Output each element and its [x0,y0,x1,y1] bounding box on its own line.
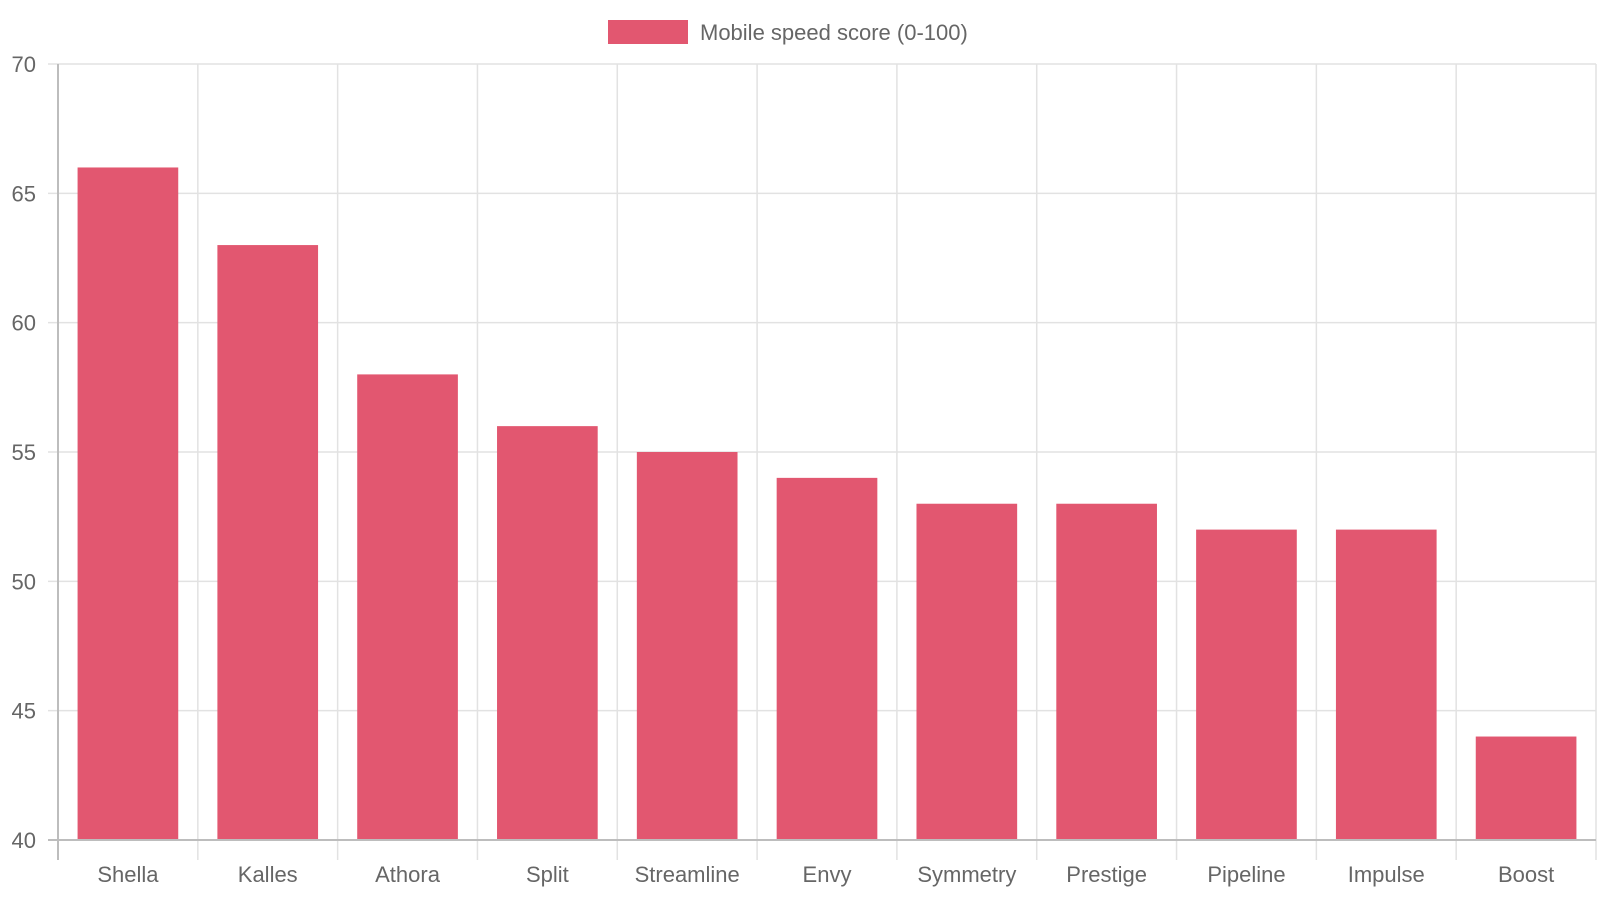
x-axis-tick-labels: Shella Kalles Athora Split Streamline Envy Sym… [97,862,1554,887]
x-tick-label: Pipeline [1207,862,1285,887]
x-tick-label: Shella [97,862,159,887]
x-tick-label: Symmetry [917,862,1016,887]
legend: Mobile speed score (0-100) [608,20,968,45]
x-tick-label: Kalles [238,862,298,887]
y-tick-label: 40 [12,828,36,853]
y-tick-label: 60 [12,311,36,336]
legend-swatch[interactable] [608,20,688,44]
x-tick-label: Boost [1498,862,1554,887]
bar-pipeline[interactable] [1196,529,1297,840]
y-tick-label: 50 [12,569,36,594]
x-tick-label: Prestige [1066,862,1147,887]
y-axis-tick-labels: 40 45 50 55 60 65 70 [12,52,36,853]
bar-boost[interactable] [1475,736,1577,840]
x-tick-label: Envy [803,862,852,887]
legend-label[interactable]: Mobile speed score (0-100) [700,20,968,45]
bars [77,167,1577,841]
x-tick-label: Athora [375,862,441,887]
bar-split[interactable] [497,426,598,840]
y-tick-label: 55 [12,440,36,465]
y-tick-label: 45 [12,699,36,724]
bar-symmetry[interactable] [916,503,1018,840]
bar-shella[interactable] [77,167,179,840]
axes [48,64,1596,860]
bar-streamline[interactable] [636,452,738,840]
x-tick-label: Streamline [635,862,740,887]
y-tick-label: 70 [12,52,36,77]
bar-kalles[interactable] [217,245,319,841]
x-tick-label: Split [526,862,569,887]
bar-athora[interactable] [357,374,458,840]
bar-prestige[interactable] [1056,503,1157,840]
bar-envy[interactable] [776,477,878,840]
x-tick-label: Impulse [1348,862,1425,887]
bar-impulse[interactable] [1335,529,1437,840]
y-tick-label: 65 [12,181,36,206]
